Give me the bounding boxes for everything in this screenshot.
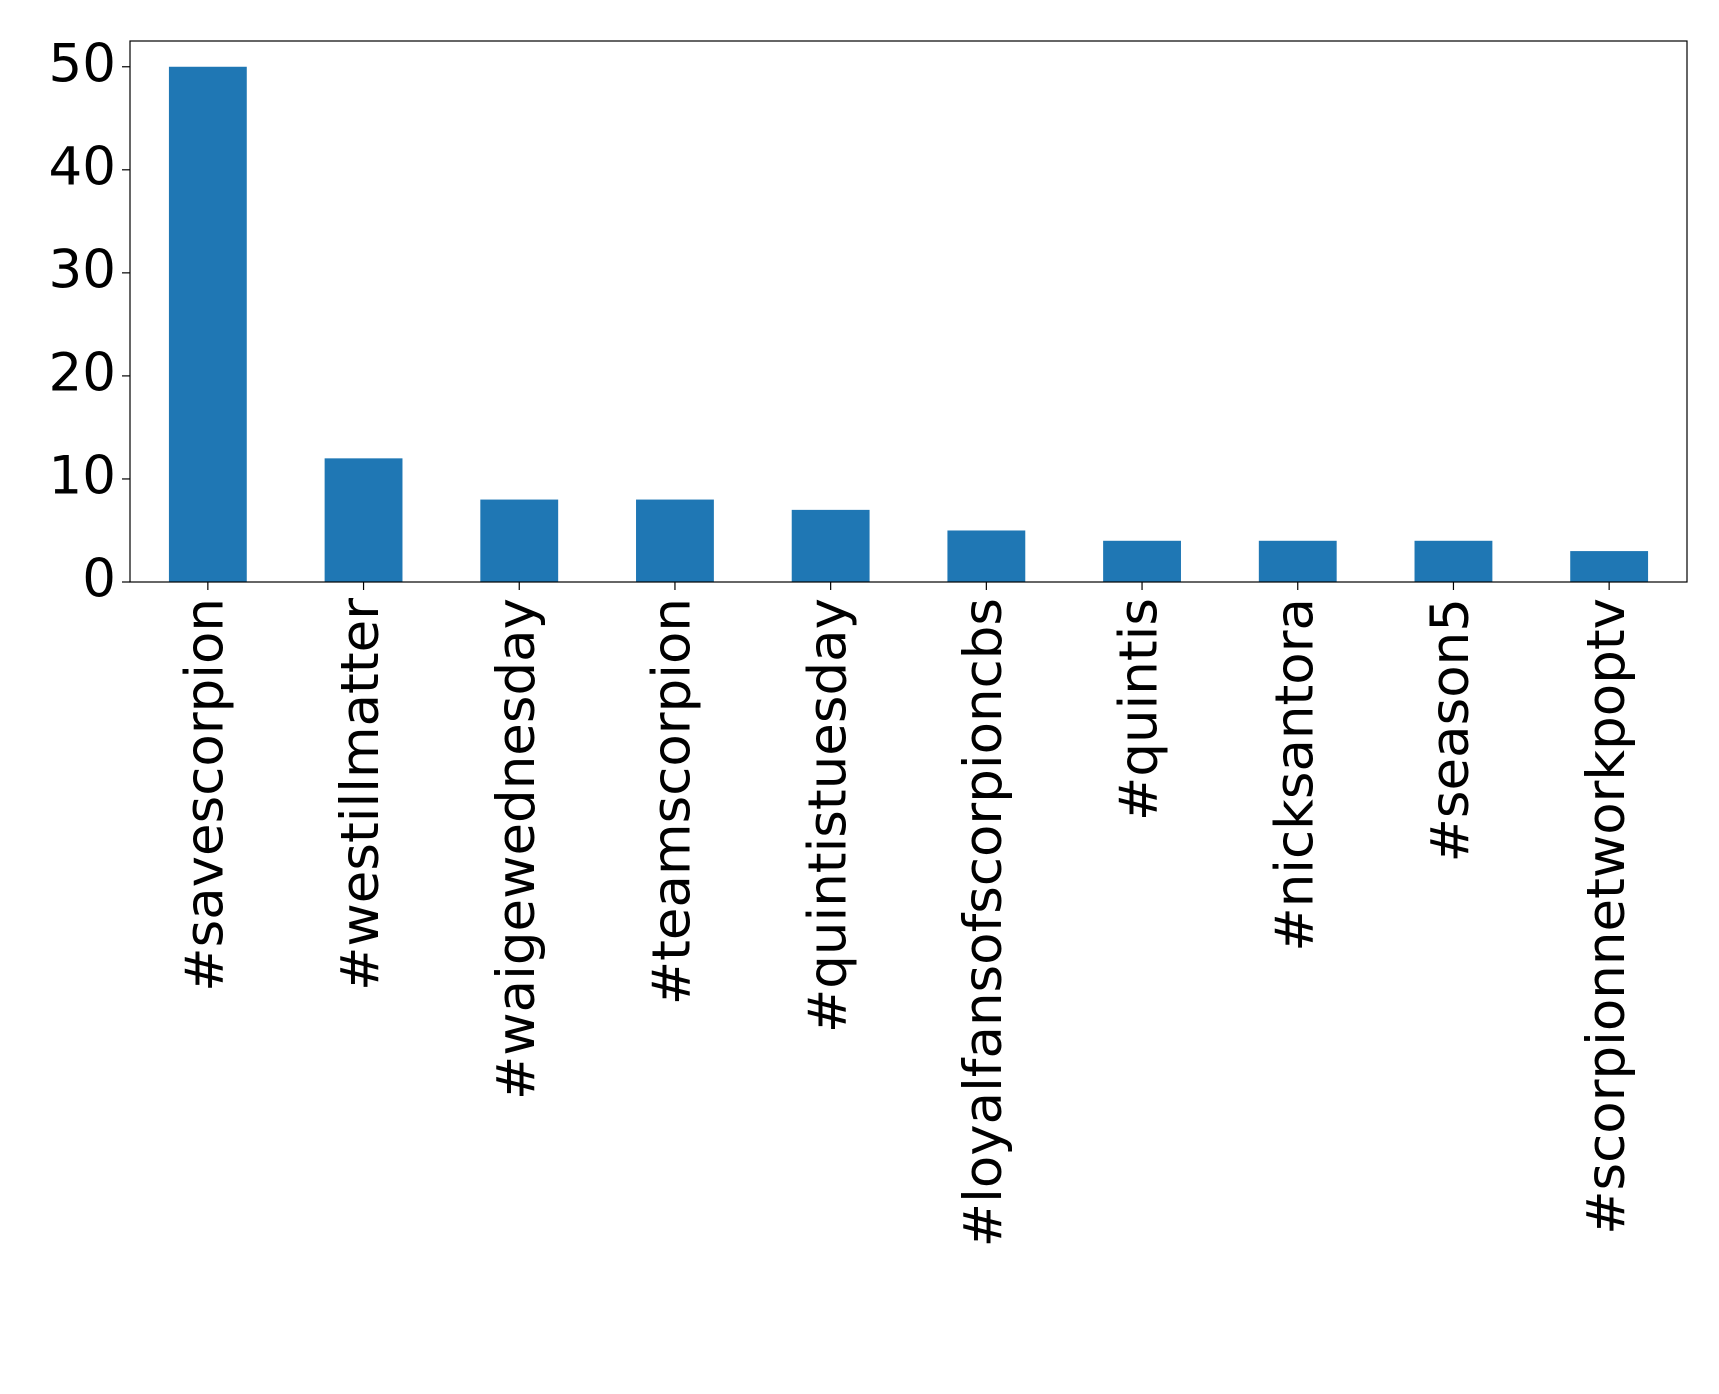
bar — [480, 499, 559, 582]
bar — [791, 509, 870, 582]
x-tick-label: #waigewednesday — [486, 598, 547, 1100]
x-tick-label: #westillmatter — [330, 598, 391, 991]
y-tick-label: 30 — [49, 239, 116, 300]
x-tick-label: #savescorpion — [174, 598, 235, 992]
x-tick-label: #season5 — [1420, 598, 1481, 862]
x-tick-label: #teamscorpion — [642, 598, 703, 1005]
bar — [168, 66, 247, 582]
x-tick-label: #quintis — [1109, 598, 1170, 821]
bar — [1258, 540, 1337, 582]
bar — [636, 499, 714, 582]
x-tick-label: #nicksantora — [1264, 598, 1325, 952]
x-tick-label: #loyalfansofscorpioncbs — [953, 598, 1014, 1247]
x-tick-label: #scorpionnetworkpoptv — [1576, 598, 1637, 1235]
x-tick-label: #quintistuesday — [797, 598, 858, 1033]
plot-frame — [129, 40, 1688, 583]
bar — [324, 458, 403, 582]
bar — [1103, 540, 1181, 582]
bar — [1414, 540, 1493, 582]
y-tick-label: 10 — [49, 446, 116, 507]
bar — [1570, 551, 1649, 582]
y-tick-label: 50 — [49, 33, 116, 94]
y-tick-label: 0 — [82, 549, 116, 610]
bar — [947, 530, 1026, 582]
y-tick-label: 20 — [49, 343, 116, 404]
y-tick-label: 40 — [49, 136, 116, 197]
